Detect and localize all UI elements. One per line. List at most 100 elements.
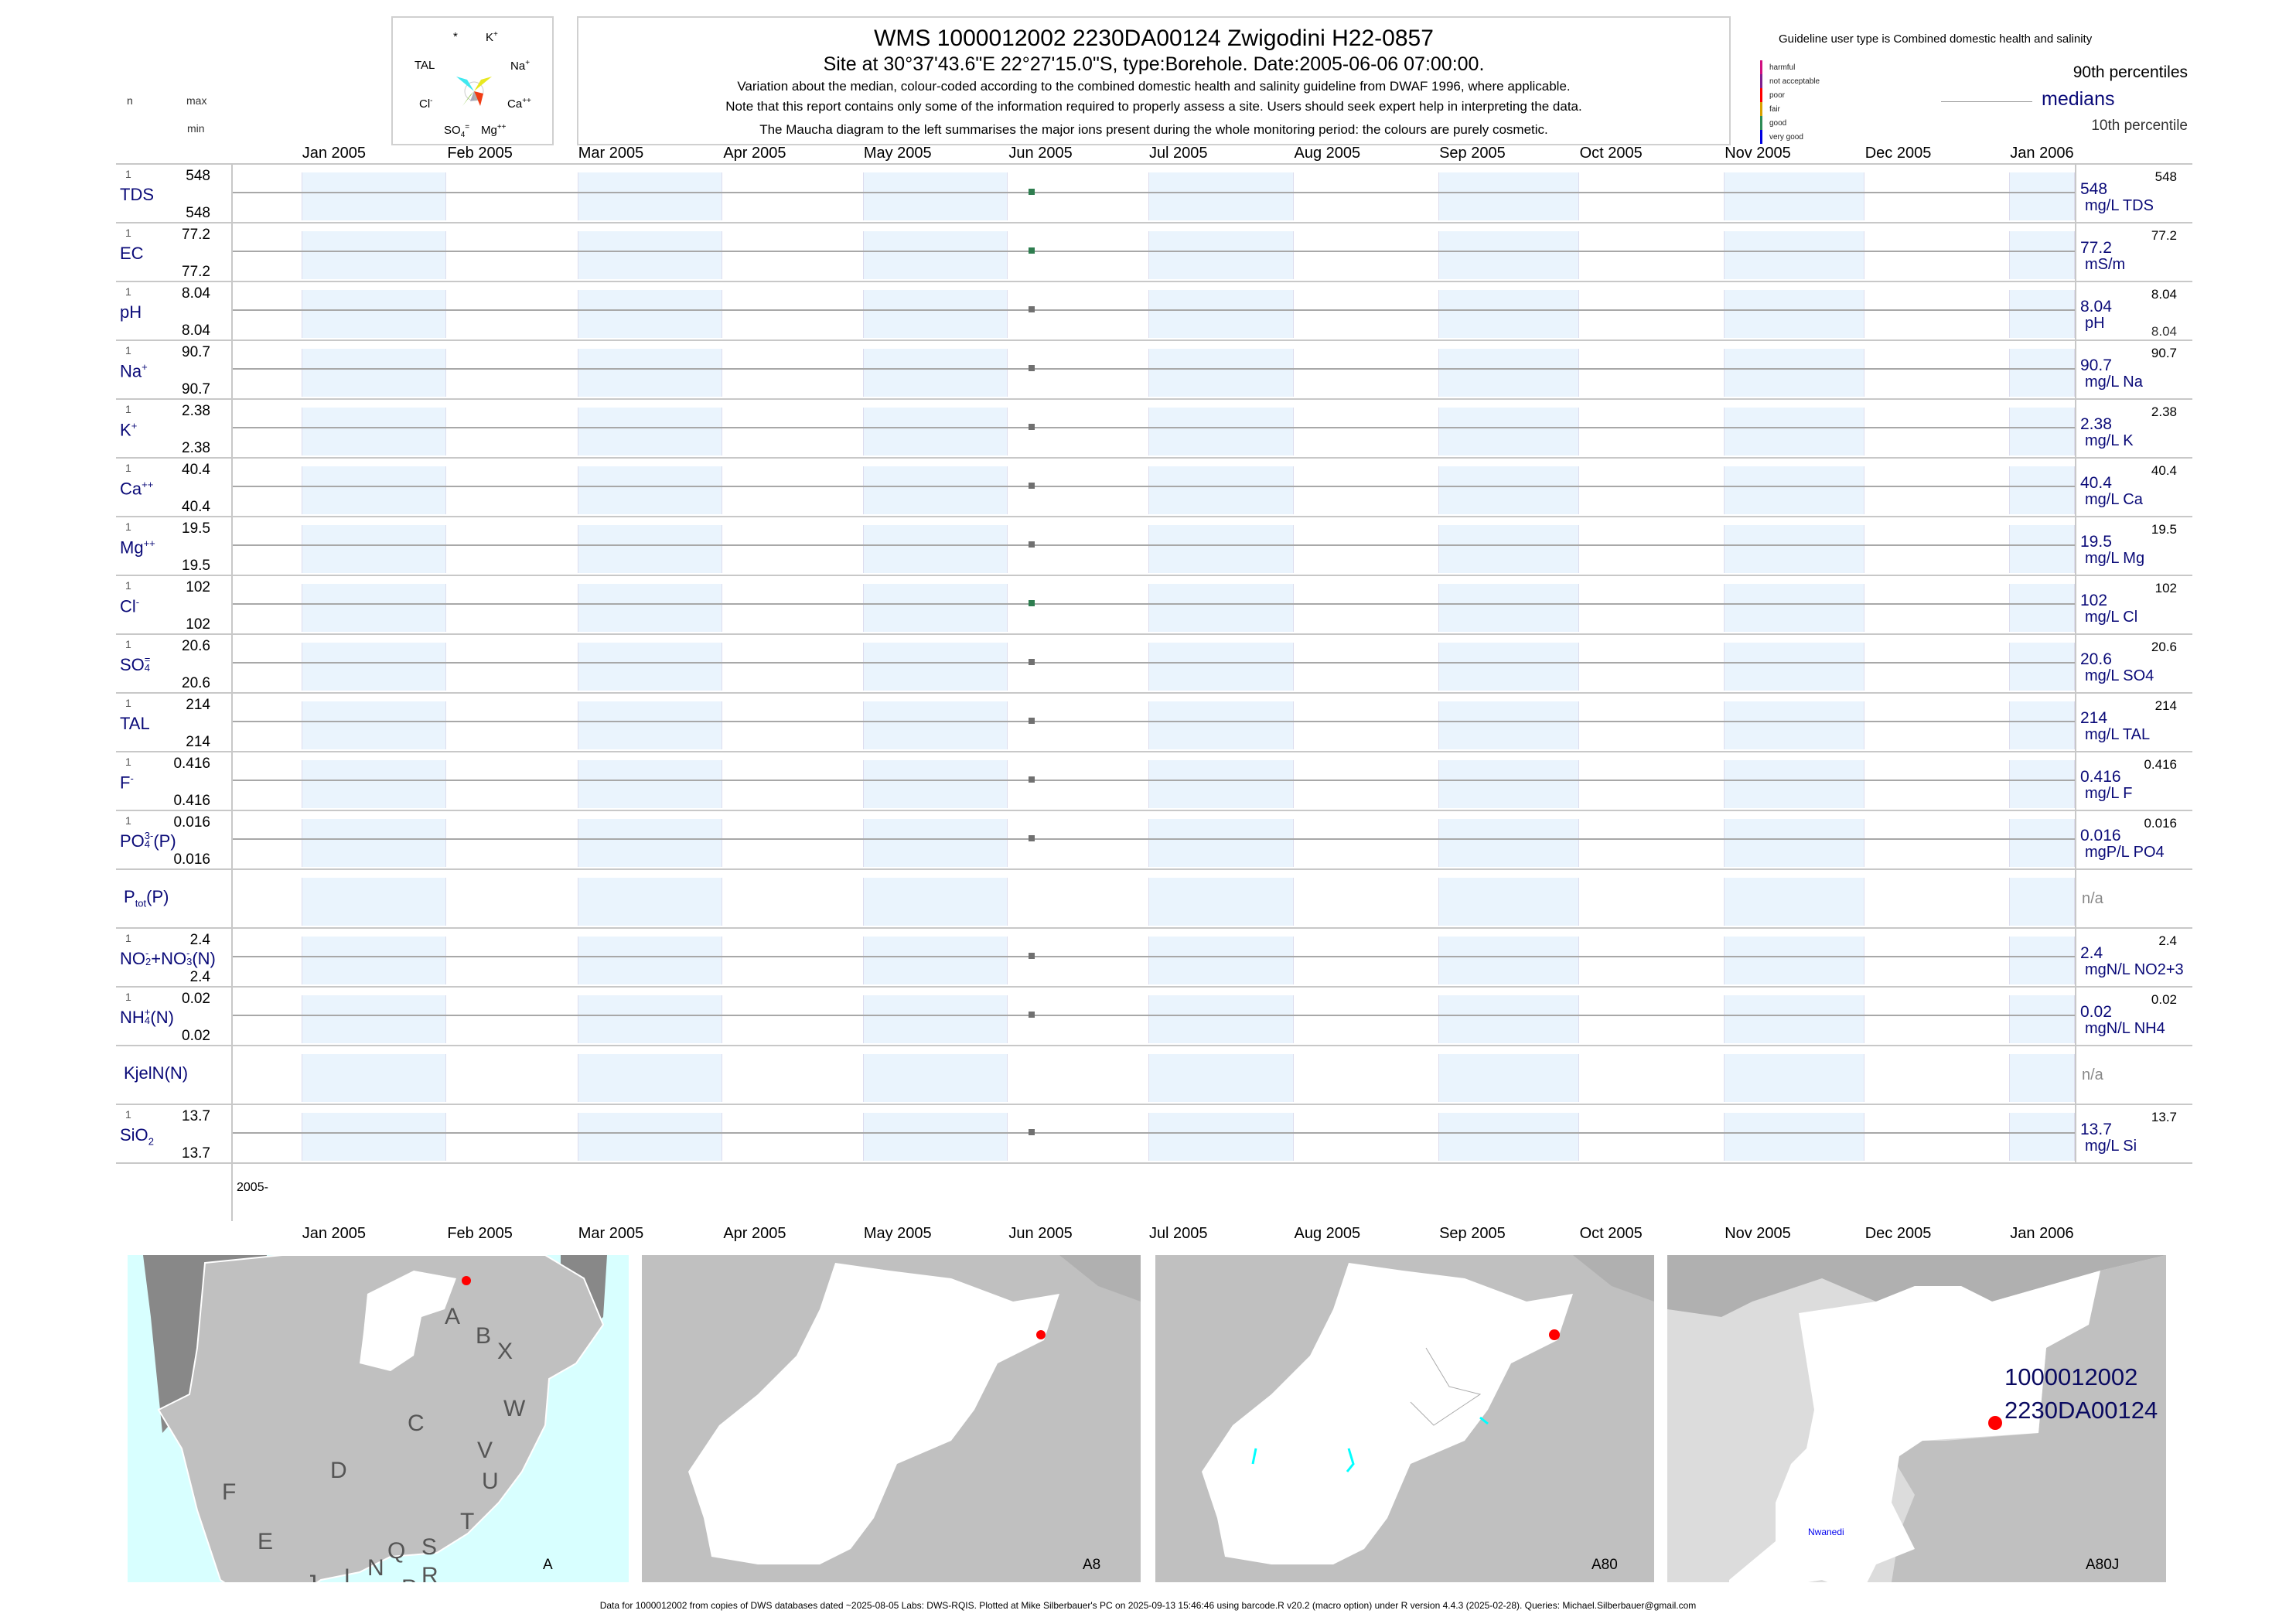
- median-value: 0.416: [2080, 768, 2121, 786]
- unit-label: mg/L TAL: [2085, 726, 2151, 743]
- month-band: [301, 584, 447, 632]
- median-value: 214: [2080, 709, 2108, 727]
- month-band: [1724, 349, 1864, 397]
- parameter-label: Ca++: [120, 479, 153, 499]
- legend-p90: 90th percentiles: [2073, 63, 2188, 81]
- maucha-segment-tal: [456, 77, 474, 91]
- min-value: 0.02: [182, 1028, 210, 1044]
- month-band: [577, 701, 723, 749]
- month-band: [1724, 584, 1864, 632]
- month-label-bottom: Mar 2005: [578, 1225, 644, 1242]
- label-supsub: = 4: [145, 654, 151, 673]
- month-band: [1438, 290, 1579, 338]
- parameter-row: EC 1 77.2 77.2 77.2 mS/m 77.2: [116, 222, 2192, 281]
- month-label-bottom: Jun 2005: [1008, 1225, 1073, 1242]
- p90-value: 0.416: [2144, 757, 2177, 772]
- data-point: [1028, 306, 1035, 312]
- data-point: [1028, 1129, 1035, 1135]
- maucha-label-na: Na+: [510, 59, 531, 73]
- class-label: very good: [1769, 133, 1803, 142]
- p90-value: 8.04: [2151, 287, 2177, 302]
- map-a-shape: [143, 1255, 607, 1582]
- right-na: n/a: [2082, 1066, 2103, 1083]
- month-band: [862, 937, 1008, 984]
- unit-label: mg/L Ca: [2085, 491, 2143, 508]
- month-band: [577, 466, 723, 514]
- month-band: [2009, 1054, 2075, 1102]
- month-band: [1724, 408, 1864, 455]
- month-label-top: Sep 2005: [1439, 145, 1506, 162]
- p90-value: 0.016: [2144, 816, 2177, 831]
- median-value: 548: [2080, 180, 2108, 198]
- maucha-segment-cl: [462, 91, 474, 106]
- data-point: [1028, 600, 1035, 606]
- month-band: [1438, 584, 1579, 632]
- month-band: [1148, 1113, 1294, 1161]
- data-point: [1028, 953, 1035, 959]
- label-sup: -: [186, 947, 190, 960]
- p90-value: 19.5: [2151, 522, 2177, 537]
- month-band: [1148, 408, 1294, 455]
- label-text: Mg: [120, 537, 144, 558]
- month-label-top: Jul 2005: [1148, 145, 1208, 162]
- label-text: +NO: [151, 949, 187, 968]
- max-value: 19.5: [182, 520, 210, 537]
- label-text: pH: [120, 302, 142, 322]
- catchment-region-label: L: [344, 1564, 357, 1582]
- unit-label: mg/L K: [2085, 432, 2134, 449]
- label-supsub: -3: [186, 947, 193, 968]
- label-text: (P): [153, 831, 176, 851]
- maucha-label-mg: Mg++: [481, 123, 507, 137]
- month-band: [1724, 231, 1864, 279]
- unit-label: mg/L Si: [2085, 1138, 2137, 1155]
- min-value: 8.04: [182, 322, 210, 339]
- maucha-label-k: K+: [486, 30, 498, 44]
- month-label-bottom: Nov 2005: [1725, 1225, 1791, 1242]
- label-text: P: [124, 887, 135, 906]
- data-point: [1028, 365, 1035, 371]
- max-value: 20.6: [182, 638, 210, 654]
- data-point: [1028, 541, 1035, 548]
- month-label-bottom: Jan 2006: [2010, 1225, 2074, 1242]
- month-band: [1724, 1113, 1864, 1161]
- sample-count: 1: [125, 285, 131, 298]
- right-na: n/a: [2082, 890, 2103, 907]
- month-label-top: Dec 2005: [1864, 145, 1932, 162]
- note-disclaimer: Note that this report contains only some…: [725, 99, 1582, 114]
- label-supsub: 3- 4: [145, 831, 154, 849]
- p90-value: 214: [2154, 698, 2177, 713]
- month-label-top: Feb 2005: [447, 145, 513, 162]
- median-line: [231, 780, 2075, 781]
- map-label: A8: [1083, 1557, 1101, 1573]
- col-header-max: max: [186, 94, 207, 107]
- month-band: [862, 701, 1008, 749]
- unit-label: mg/L Na: [2085, 374, 2143, 391]
- month-band: [2009, 525, 2075, 573]
- catchment-region-label: A: [445, 1304, 461, 1329]
- month-band: [1724, 760, 1864, 808]
- sample-count: 1: [125, 697, 131, 709]
- label-text: Cl: [120, 596, 136, 616]
- max-value: 90.7: [182, 344, 210, 360]
- month-band: [577, 819, 723, 867]
- month-band: [2009, 937, 2075, 984]
- month-band: [2009, 466, 2075, 514]
- median-value: 2.38: [2080, 415, 2112, 433]
- median-line: [231, 838, 2075, 840]
- guideline-text: Guideline user type is Combined domestic…: [1779, 32, 2093, 46]
- max-value: 548: [186, 168, 210, 184]
- label-sub: 3: [186, 956, 193, 968]
- maucha-label-cl: Cl-: [419, 97, 433, 111]
- report-header: WMS 1000012002 2230DA00124 Zwigodini H22…: [577, 16, 1731, 145]
- site-info: Site at 30°37'43.6"E 22°27'15.0"S, type:…: [823, 53, 1485, 75]
- month-band: [301, 172, 447, 220]
- label-sup: ++: [142, 479, 154, 490]
- label-sub: 2: [148, 1135, 154, 1148]
- label-text: SiO: [120, 1125, 148, 1145]
- month-band: [1724, 819, 1864, 867]
- month-band: [301, 995, 447, 1043]
- parameter-row: Na+ 1 90.7 90.7 90.7 mg/L Na 90.7: [116, 339, 2192, 398]
- month-band: [1148, 1054, 1294, 1102]
- month-band: [577, 349, 723, 397]
- maucha-segment-na: [474, 77, 492, 91]
